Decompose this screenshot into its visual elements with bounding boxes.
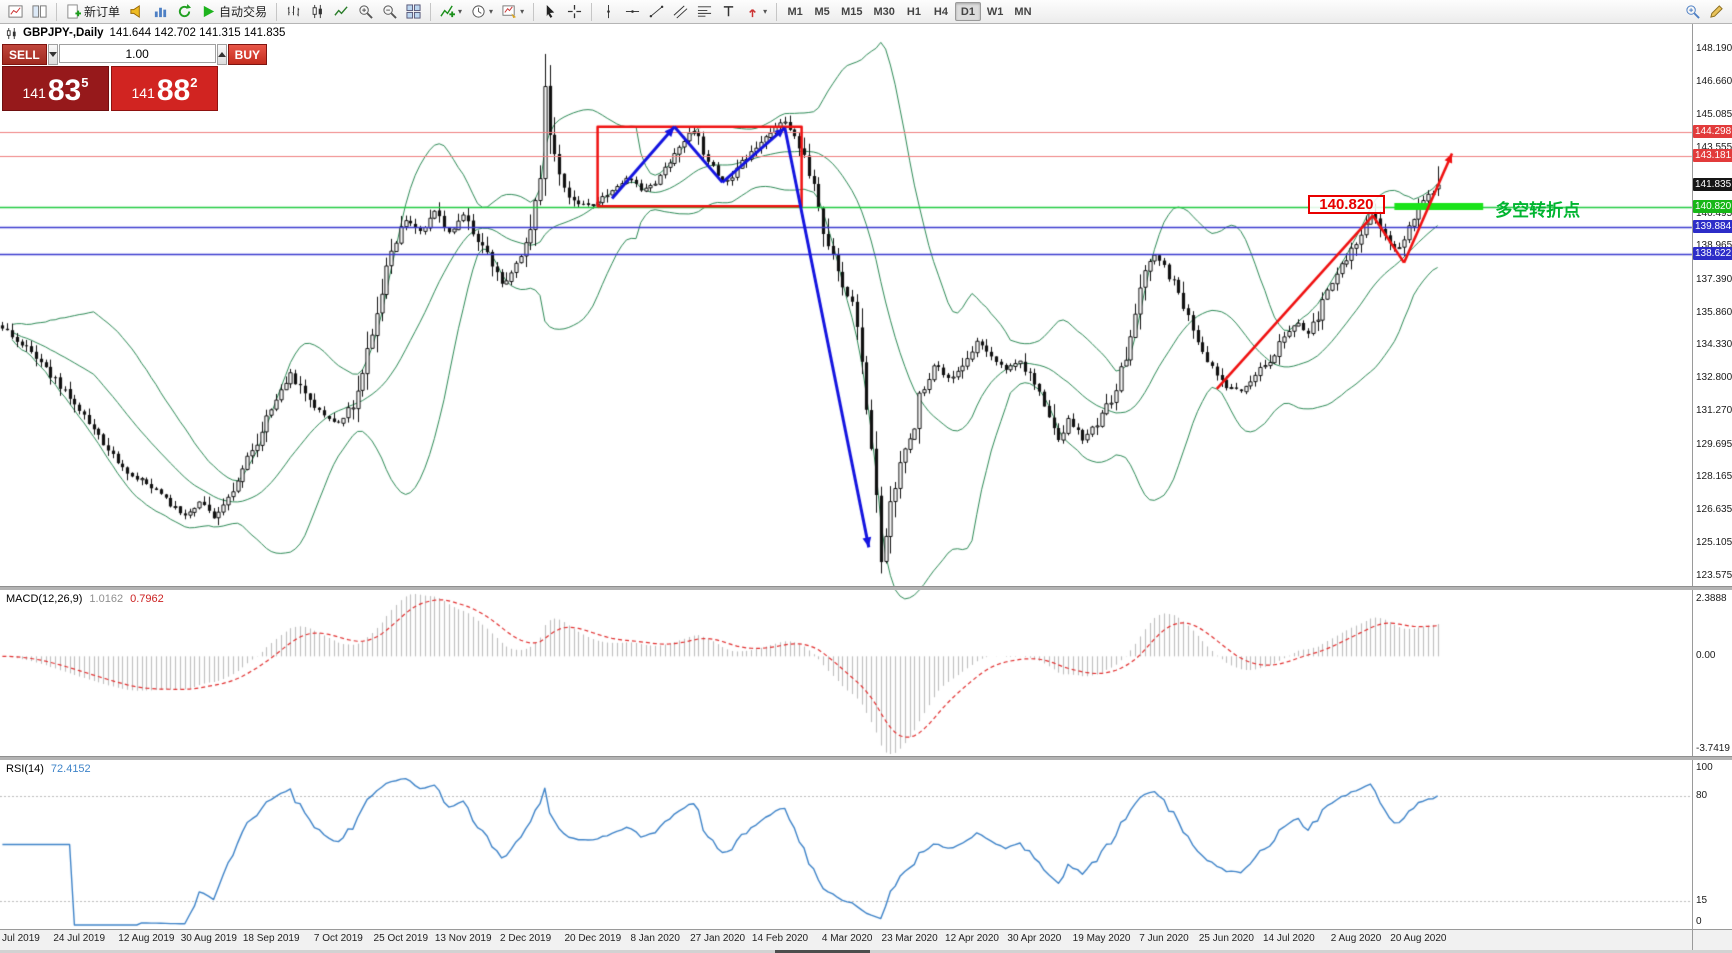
indicators-menu-button[interactable]: ▾ — [436, 2, 466, 22]
search-zoom-icon[interactable] — [1681, 2, 1704, 22]
rsi-value: 72.4152 — [50, 763, 91, 775]
channel-tool-icon[interactable] — [669, 2, 692, 22]
triangle-down-icon — [48, 52, 57, 57]
taskbar-nub — [775, 950, 870, 953]
trendline-tool-icon[interactable] — [645, 2, 668, 22]
sell-price-display[interactable]: 141 83 5 — [2, 66, 109, 111]
profiles-button[interactable] — [28, 2, 51, 22]
toolbar: 新订单 自动交易 ▾ ▾ ▾ ▾ M1 M5 M15 M30 — [0, 0, 1732, 24]
volume-increase-button[interactable] — [216, 44, 227, 65]
toolbar-separator — [591, 2, 593, 21]
price-axis[interactable] — [1693, 24, 1732, 929]
autotrading-play-icon — [203, 5, 215, 18]
timeframe-m15[interactable]: M15 — [836, 2, 867, 21]
symbol-name: GBPJPY-,Daily — [23, 27, 104, 39]
market-watch-icon[interactable] — [149, 2, 172, 22]
horizontal-line-tool-icon[interactable] — [621, 2, 644, 22]
macd-signal-value: 0.7962 — [130, 593, 164, 605]
zoom-out-icon[interactable] — [378, 2, 401, 22]
refresh-icon[interactable] — [173, 2, 196, 22]
arrows-tool-button[interactable]: ▾ — [741, 2, 771, 22]
toolbar-separator — [276, 2, 278, 21]
macd-main-value: 1.0162 — [89, 593, 124, 605]
toolbar-separator — [56, 2, 57, 21]
cursor-icon[interactable] — [539, 2, 562, 22]
timeframe-m1[interactable]: M1 — [782, 2, 808, 21]
toolbar-separator — [430, 2, 432, 21]
toolbar-separator — [776, 2, 778, 21]
toolbar-separator — [533, 2, 535, 21]
volume-decrease-button[interactable] — [47, 44, 58, 65]
buy-price-point: 2 — [190, 75, 198, 90]
line-chart-type-icon[interactable] — [330, 2, 353, 22]
new-order-icon — [67, 4, 81, 19]
indicators-icon — [440, 5, 456, 18]
bar-chart-type-icon[interactable] — [282, 2, 305, 22]
panel-splitter-macd[interactable] — [0, 586, 1732, 590]
buy-price-display[interactable]: 141 88 2 — [111, 66, 218, 111]
panel-splitter-rsi[interactable] — [0, 756, 1732, 760]
chart-title-overlay: GBPJPY-,Daily 141.644 142.702 141.315 14… — [6, 27, 285, 39]
buy-price-prefix: 141 — [131, 85, 155, 101]
zoom-in-icon[interactable] — [354, 2, 377, 22]
clock-icon — [472, 5, 485, 18]
macd-label: MACD(12,26,9) 1.0162 0.7962 — [6, 593, 164, 605]
fibonacci-tool-icon[interactable] — [693, 2, 716, 22]
timeframe-mn[interactable]: MN — [1009, 2, 1036, 21]
time-axis[interactable] — [0, 929, 1732, 951]
price-axis-border — [1692, 24, 1693, 950]
rsi-label: RSI(14) 72.4152 — [6, 763, 91, 775]
triangle-up-icon — [217, 52, 226, 57]
macd-name: MACD(12,26,9) — [6, 593, 83, 605]
symbol-icon — [6, 27, 16, 39]
tile-windows-icon[interactable] — [402, 2, 425, 22]
sell-price-prefix: 141 — [22, 85, 46, 101]
periods-clock-button[interactable]: ▾ — [467, 2, 497, 22]
sell-price-pips: 83 — [47, 74, 82, 107]
new-order-button[interactable]: 新订单 — [62, 2, 124, 22]
turning-point-label[interactable]: 多空转折点 — [1495, 201, 1581, 221]
buy-price-pips: 88 — [156, 74, 191, 107]
ohlc-values: 141.644 142.702 141.315 141.835 — [109, 27, 286, 39]
crosshair-icon[interactable] — [563, 2, 586, 22]
volume-input[interactable] — [58, 44, 216, 63]
edit-pencil-icon[interactable] — [1705, 2, 1728, 22]
buy-button[interactable]: BUY — [227, 44, 268, 65]
breakout-price-label[interactable]: 140.820 — [1308, 195, 1385, 215]
rsi-name: RSI(14) — [6, 763, 44, 775]
timeframe-h1[interactable]: H1 — [901, 2, 927, 21]
timeframe-d1[interactable]: D1 — [954, 2, 981, 21]
candlestick-chart-type-icon[interactable] — [306, 2, 329, 22]
sell-price-point: 5 — [81, 75, 89, 90]
template-chart-icon — [502, 5, 517, 19]
timeframe-m5[interactable]: M5 — [809, 2, 835, 21]
sell-button[interactable]: SELL — [2, 44, 47, 65]
autotrading-button[interactable]: 自动交易 — [197, 2, 271, 22]
text-tool-icon[interactable] — [717, 2, 740, 22]
timeframe-h4[interactable]: H4 — [928, 2, 954, 21]
autotrading-label: 自动交易 — [219, 5, 268, 19]
timeframe-m30[interactable]: M30 — [869, 2, 900, 21]
vertical-line-tool-icon[interactable] — [597, 2, 620, 22]
new-order-label: 新订单 — [84, 5, 121, 19]
arrow-shape-icon — [749, 9, 756, 18]
templates-menu-button[interactable]: ▾ — [498, 2, 528, 22]
new-chart-button[interactable] — [4, 2, 27, 22]
alerts-horn-icon[interactable] — [125, 2, 148, 22]
timeframe-w1[interactable]: W1 — [982, 2, 1009, 21]
